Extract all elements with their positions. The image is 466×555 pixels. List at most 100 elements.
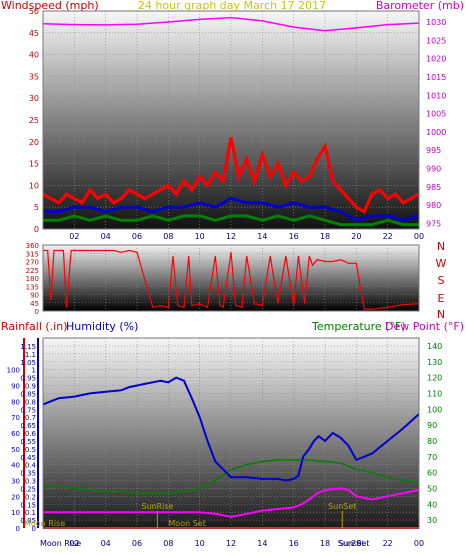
wind-gust-line: [42, 137, 420, 214]
temperature-x-tick: 08: [163, 539, 173, 548]
rainfall-left-tick: 0.2: [25, 493, 36, 501]
rainfall-left-tick: 0.25: [20, 485, 36, 493]
wind-left-axis: 0 5 10 15 20 25 30 35 40 45 50: [29, 7, 39, 234]
wind-right-label: Barometer (mb): [376, 0, 464, 12]
direction-letter: E: [438, 292, 445, 305]
temperature-right-tick: 140: [427, 342, 442, 351]
rainfall-left-tick: 0.3: [25, 478, 36, 486]
humidity-line: [42, 376, 420, 482]
wind-left-tick: 35: [29, 72, 39, 81]
temperature-x-tick: 22: [383, 539, 393, 548]
temperature-x-tick: 20: [351, 539, 361, 548]
temperature-right-tick: 130: [427, 358, 442, 367]
wind-series: [42, 16, 420, 227]
rainfall-left-tick: 0.05: [20, 517, 36, 525]
direction-left-tick: 180: [26, 275, 39, 283]
wind-x-axis: 02 04 06 08 10 12 14 16 18 20 22 00: [69, 232, 424, 241]
temperature-x-tick: 12: [226, 539, 236, 548]
temperature-line: [42, 459, 420, 494]
wind-left-tick: 20: [29, 138, 39, 147]
temperature-plot-area: [43, 338, 419, 528]
dewpoint-line: [43, 487, 420, 518]
wind-left-tick: 0: [34, 225, 39, 234]
temperature-panel: Rainfall (.in) Humidity (%) Temperature …: [1, 320, 464, 548]
barometer-right-tick: 1010: [426, 91, 446, 100]
wind-left-tick: 30: [29, 94, 39, 103]
direction-letter: N: [437, 308, 445, 321]
humidity-left-tick: 70: [11, 414, 20, 422]
rainfall-left-tick: 1.15: [20, 343, 36, 351]
temperature-x-tick: 16: [289, 539, 299, 548]
wind-x-tick: 12: [226, 232, 236, 241]
rainfall-left-tick: 0.5: [25, 446, 36, 454]
temperature-right-tick: 30: [427, 516, 437, 525]
wind-left-tick: 5: [34, 203, 39, 212]
wind-low-line: [43, 214, 419, 227]
humidity-left-tick: 40: [11, 462, 20, 470]
humidity-left-tick: 10: [11, 509, 20, 517]
direction-left-tick: 135: [26, 283, 39, 291]
rainfall-left-tick: 0: [32, 525, 36, 533]
wind-x-tick: 10: [195, 232, 205, 241]
sunset-tick-label: Sun Set: [339, 539, 370, 548]
temperature-x-tick: 10: [195, 539, 205, 548]
rainfall-left-tick: 0.15: [20, 501, 36, 509]
rainfall-left-tick: 0.55: [20, 438, 36, 446]
temperature-right-tick: 60: [427, 469, 437, 478]
wind-x-tick: 22: [383, 232, 393, 241]
wind-left-tick: 50: [29, 7, 39, 16]
humidity-left-tick: 80: [11, 398, 20, 406]
humidity-left-tick: 0: [16, 525, 20, 533]
rainfall-left-tick: 0.9: [25, 383, 36, 391]
direction-series: [43, 249, 420, 310]
temperature-right-tick: 110: [427, 389, 442, 398]
barometer-right-tick: 975: [426, 220, 441, 229]
temperature-x-tick: 06: [132, 539, 142, 548]
rainfall-left-tick: 0.65: [20, 422, 36, 430]
sunset-tick-label-2: Sunset: [337, 539, 364, 548]
sun-moon-annotations: Moon Rise SunRise Moon Set SunSet: [24, 502, 356, 528]
rainfall-left-tick: 0.45: [20, 454, 36, 462]
humidity-left-axis: 0 10 20 30 40 50 60 70 80 90 100: [7, 367, 20, 533]
temperature-right-tick: 100: [427, 405, 442, 414]
rainfall-left-tick: 1.1: [25, 351, 36, 359]
wind-x-tick: 18: [320, 232, 330, 241]
wind-x-tick: 04: [101, 232, 111, 241]
barometer-right-tick: 1005: [426, 110, 446, 119]
rainfall-left-tick: 0.75: [20, 406, 36, 414]
wind-x-tick: 14: [257, 232, 267, 241]
wind-left-tick: 45: [29, 29, 39, 38]
barometer-line: [42, 16, 420, 32]
wind-left-tick: 15: [29, 160, 39, 169]
humidity-left-tick: 50: [11, 446, 20, 454]
rainfall-left-tick: 1.05: [20, 359, 36, 367]
direction-left-tick: 45: [30, 300, 39, 308]
direction-left-tick: 270: [26, 259, 39, 267]
wind-direction-line: [43, 249, 420, 310]
direction-left-tick: 315: [26, 250, 39, 258]
wind-panel: Windspeed (mph) 24 hour graph day March …: [1, 0, 464, 241]
temperature-right-tick: 50: [427, 484, 437, 493]
barometer-right-tick: 1000: [426, 128, 446, 137]
humidity-label: Humidity (%): [66, 320, 138, 333]
direction-left-tick: 360: [26, 242, 39, 250]
temperature-x-tick: 18: [320, 539, 330, 548]
temperature-x-tick: 14: [257, 539, 267, 548]
humidity-left-tick: 90: [11, 383, 20, 391]
wind-average-line: [43, 196, 420, 222]
dewpoint-label: Dew Point (°F): [385, 320, 464, 333]
barometer-right-tick: 1025: [426, 36, 446, 45]
rainfall-left-tick: 0.1: [25, 509, 36, 517]
rainfall-left-tick: 0.8: [25, 398, 36, 406]
barometer-right-axis: 975 980 985 990 995 1000 1005 1010 1015 1020 1025 1…: [426, 18, 446, 229]
rainfall-left-tick: 0.85: [20, 390, 36, 398]
wind-left-tick: 40: [29, 51, 39, 60]
temperature-right-tick: 70: [427, 453, 437, 462]
humidity-left-tick: 60: [11, 430, 20, 438]
moonrise-tick-label: Moon Rise: [40, 539, 81, 548]
temperature-right-tick: 40: [427, 500, 437, 509]
